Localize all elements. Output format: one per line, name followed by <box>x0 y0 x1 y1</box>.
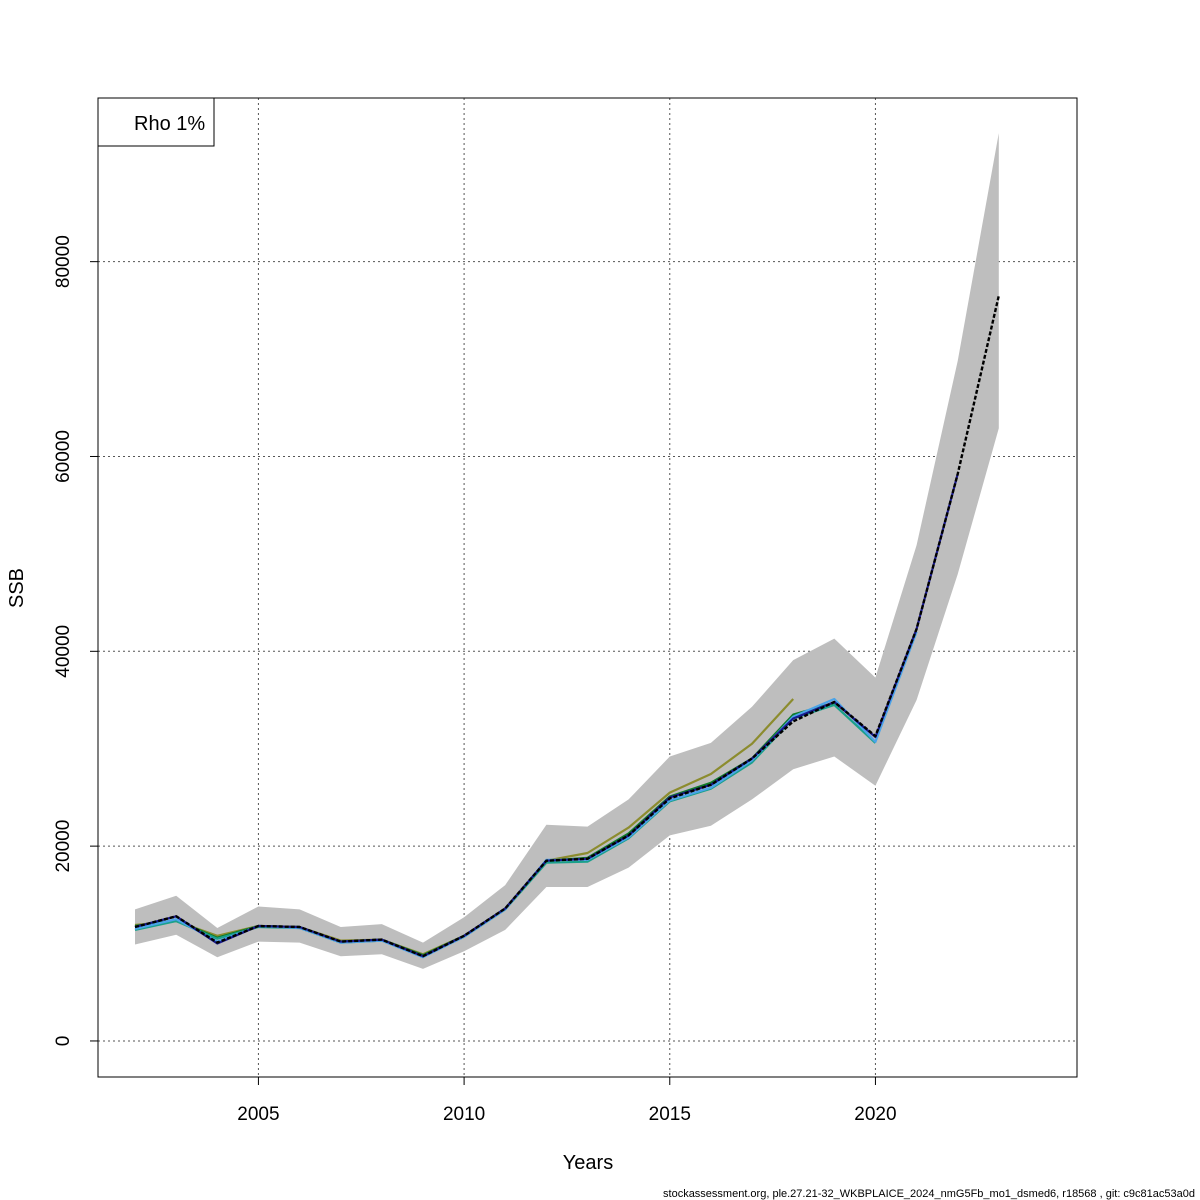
y-axis: 0 20000 40000 60000 80000 <box>53 235 98 1046</box>
plot-frame <box>97 97 1078 1078</box>
legend-text: Rho 1% <box>134 113 205 135</box>
y-tick-label: 0 <box>53 1036 74 1047</box>
series-lines <box>134 295 1000 959</box>
x-tick-label: 2010 <box>443 1104 485 1125</box>
y-tick-label: 60000 <box>53 430 74 483</box>
y-tick-label: 80000 <box>53 235 74 288</box>
y-axis-title: SSB <box>6 568 28 608</box>
x-axis-title: Years <box>563 1152 613 1174</box>
x-tick-label: 2015 <box>649 1104 691 1125</box>
legend: Rho 1% <box>97 97 215 147</box>
x-tick-label: 2020 <box>854 1104 896 1125</box>
y-tick-label: 40000 <box>53 625 74 678</box>
confidence-band <box>135 133 999 969</box>
series-line <box>134 295 1000 958</box>
legend-box <box>97 97 215 147</box>
y-tick-label: 20000 <box>53 820 74 873</box>
x-tick-label: 2005 <box>237 1104 279 1125</box>
x-axis: 2005 2010 2015 2020 <box>237 1077 897 1125</box>
confidence-band-area <box>135 133 999 969</box>
footer-text: stockassessment.org, ple.27.21-32_WKBPLA… <box>663 1188 1195 1200</box>
